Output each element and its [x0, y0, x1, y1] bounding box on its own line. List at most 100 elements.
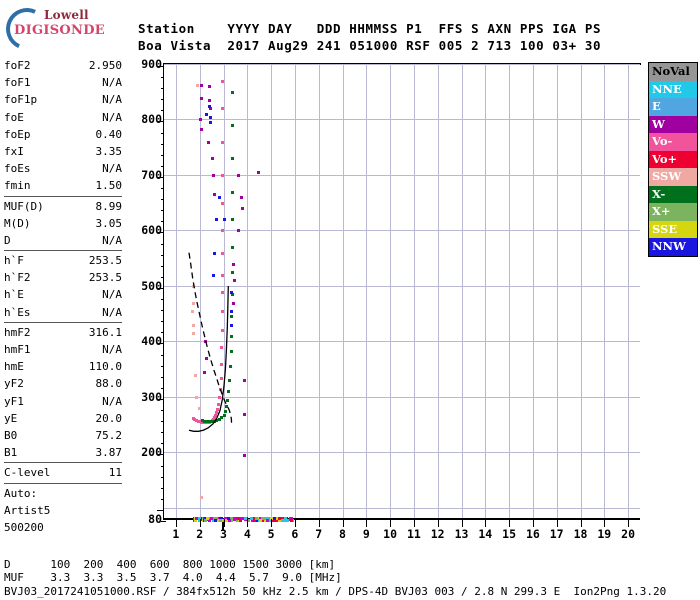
param-value: N/A [102, 304, 122, 321]
legend-item-ssw[interactable]: SSW [649, 168, 697, 186]
param-value: 110.0 [89, 358, 122, 375]
station-header-line1: Station YYYY DAY DDD HHMMSS P1 FFS S AXN… [138, 21, 601, 36]
param-row-clevel: C-level 11 [4, 464, 122, 481]
x-tick-label: 14 [473, 527, 497, 541]
legend-item-sse[interactable]: SSE [649, 221, 697, 239]
param-value: N/A [102, 74, 122, 91]
x-tick-label: 17 [545, 527, 569, 541]
x-tick-label: 7 [307, 527, 331, 541]
param-divider [4, 462, 122, 463]
x-tick-label: 10 [378, 527, 402, 541]
param-divider [4, 322, 122, 323]
auto-code: 500200 [4, 519, 122, 536]
param-key: yE [4, 410, 17, 427]
x-axis-tick [509, 519, 510, 527]
lowell-digisonde-logo: Lowell DIGISONDE [4, 6, 124, 46]
param-row-hmf2: hmF2 316.1 [4, 324, 122, 341]
param-row-fxi: fxI 3.35 [4, 143, 122, 160]
legend-item-w[interactable]: W [649, 116, 697, 134]
y-tick-label: 300 [141, 392, 162, 402]
param-row-foep: foEp 0.40 [4, 126, 122, 143]
param-value: 253.5 [89, 269, 122, 286]
legend-item-nne[interactable]: NNE [649, 81, 697, 99]
param-row-fof2: foF2 2.950 [4, 57, 122, 74]
legend-item-vo[interactable]: Vo+ [649, 151, 697, 169]
param-value: N/A [102, 341, 122, 358]
legend-item-noval[interactable]: NoVal [649, 63, 697, 81]
param-divider [4, 196, 122, 197]
param-divider [4, 483, 122, 484]
legend-item-e[interactable]: E [649, 98, 697, 116]
param-value: 253.5 [89, 252, 122, 269]
param-key: B0 [4, 427, 17, 444]
param-row-yf1: yF1 N/A [4, 393, 122, 410]
x-tick-label: 3 [212, 527, 236, 541]
param-row-d: D N/A [4, 232, 122, 249]
curve-MUF-curve [189, 253, 232, 426]
y-tick-label: 500 [141, 281, 162, 291]
param-value: 20.0 [96, 410, 123, 427]
x-axis-tick [604, 519, 605, 527]
param-key: foEs [4, 160, 31, 177]
x-tick-label: 19 [592, 527, 616, 541]
legend-item-nnw[interactable]: NNW [649, 238, 697, 256]
x-tick-label: 8 [331, 527, 355, 541]
ionogram-parameter-panel: foF2 2.950 foF1 N/A foF1p N/A foE N/A foEp 0.40 fx… [4, 57, 122, 536]
param-key: yF2 [4, 375, 24, 392]
x-axis-tick [247, 519, 248, 527]
param-key: hmF2 [4, 324, 31, 341]
legend-item-x[interactable]: X- [649, 186, 697, 204]
param-row-hmf1: hmF1 N/A [4, 341, 122, 358]
param-key: M(D) [4, 215, 31, 232]
x-axis-tick [628, 519, 629, 527]
param-row-b0: B0 75.2 [4, 427, 122, 444]
param-key: MUF(D) [4, 198, 44, 215]
param-key: h`Es [4, 304, 31, 321]
x-axis-tick [224, 519, 225, 527]
y-tick-label: 200 [141, 447, 162, 457]
x-tick-label: 1 [164, 527, 188, 541]
x-tick-label: 12 [426, 527, 450, 541]
x-tick-label: 4 [235, 527, 259, 541]
station-header: Station YYYY DAY DDD HHMMSS P1 FFS S AXN… [138, 20, 601, 54]
param-key: C-level [4, 464, 50, 481]
param-value: 3.05 [96, 215, 123, 232]
param-value: 75.2 [96, 427, 123, 444]
param-key: h`E [4, 286, 24, 303]
x-tick-label: 16 [521, 527, 545, 541]
x-tick-label: 20 [616, 527, 640, 541]
auto-name: Artist5 [4, 502, 122, 519]
y-axis-labels: 80 200 300 400 500 600 700 800 900 [128, 58, 162, 528]
y-tick-label: 600 [141, 225, 162, 235]
x-axis-tick [438, 519, 439, 527]
ionogram-plot-area[interactable] [164, 64, 640, 519]
legend-item-vo[interactable]: Vo- [649, 133, 697, 151]
noise-speckle [290, 519, 293, 522]
param-value: N/A [102, 232, 122, 249]
param-value: N/A [102, 286, 122, 303]
param-key: yF1 [4, 393, 24, 410]
param-row-mufd: MUF(D) 8.99 [4, 198, 122, 215]
x-tick-label: 15 [497, 527, 521, 541]
param-value: 0.40 [96, 126, 123, 143]
param-key: h`F2 [4, 269, 31, 286]
legend-item-x[interactable]: X+ [649, 203, 697, 221]
x-axis-tick [533, 519, 534, 527]
param-row-hf: h`F 253.5 [4, 252, 122, 269]
x-axis-tick [343, 519, 344, 527]
param-row-hf2: h`F2 253.5 [4, 269, 122, 286]
x-axis-tick [557, 519, 558, 527]
param-row-yf2: yF2 88.0 [4, 375, 122, 392]
noise-speckle [219, 519, 222, 522]
param-value: 88.0 [96, 375, 123, 392]
logo-lowell-text: Lowell [44, 8, 89, 22]
footer-muf-row: MUF 3.3 3.3 3.5 3.7 4.0 4.4 5.7 9.0 [MHz… [4, 571, 342, 584]
param-value: N/A [102, 91, 122, 108]
x-axis-tick [581, 519, 582, 527]
param-row-ye: yE 20.0 [4, 410, 122, 427]
param-row-fof1p: foF1p N/A [4, 91, 122, 108]
param-row-md: M(D) 3.05 [4, 215, 122, 232]
x-tick-label: 2 [188, 527, 212, 541]
x-axis-labels: 1 2 3 4 5 6 7 8 9 10 11 12 13 14 15 16 17 18 19 20 [140, 527, 660, 545]
y-tick-label: 900 [141, 59, 162, 69]
